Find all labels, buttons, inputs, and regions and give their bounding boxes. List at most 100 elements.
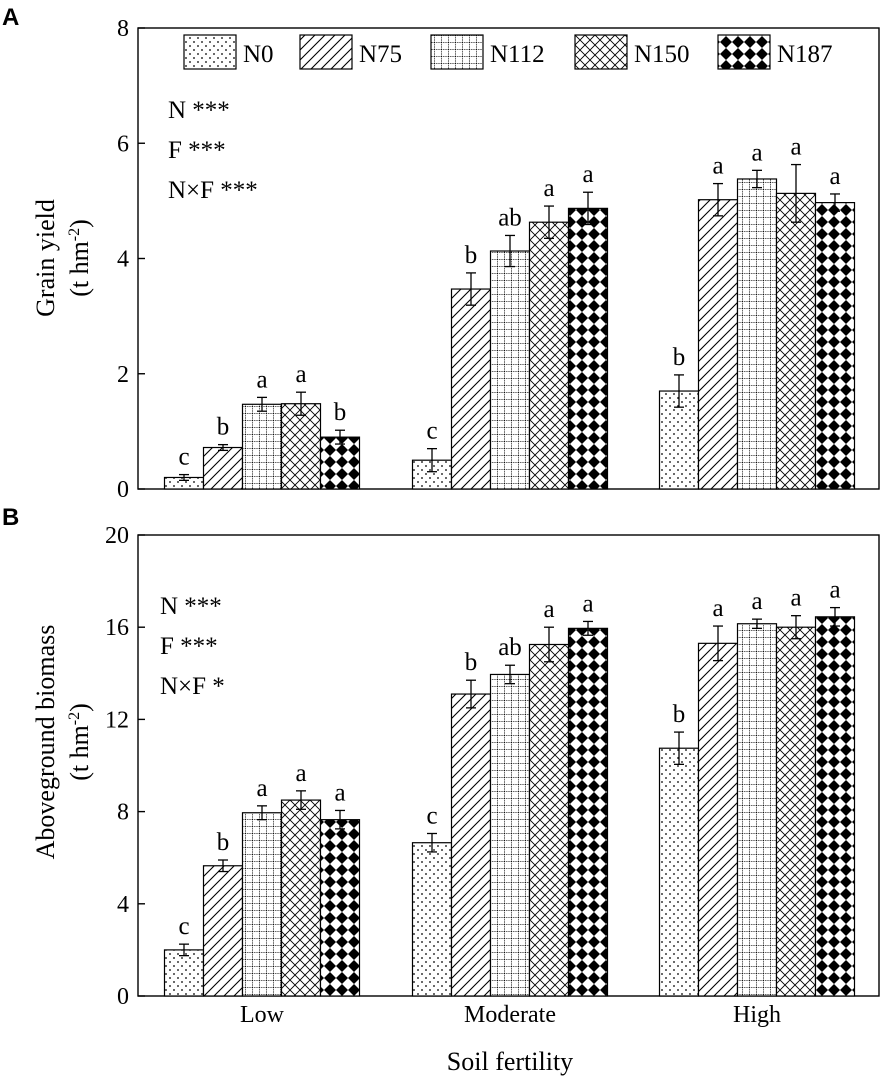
panel-b-bar-n187-high <box>814 616 856 997</box>
panel-a-errorbar-n112-high <box>752 169 762 189</box>
panel-a-y-tick-label: 4 <box>117 247 129 273</box>
panel-b-errorbar-n112-high <box>752 618 762 630</box>
panel-a-y-tick-label: 0 <box>117 477 129 503</box>
panel-b-errorbar-n187-low <box>335 809 345 830</box>
panel-a-bar-n75-high <box>697 199 739 490</box>
legend: N0 N75 N112 N150 N187 <box>183 34 833 70</box>
panel-a-bar-n187-high <box>814 202 856 490</box>
panel-a-stat-n: N *** <box>168 97 230 124</box>
panel-a-y-tick-label: 8 <box>117 16 129 42</box>
panel-a-errorbar-n150-high <box>791 163 801 223</box>
panel-b-bar-n75-high <box>697 642 739 997</box>
panel-a-bar-n112-low <box>241 403 283 490</box>
panel-b-errorbar-n187-high <box>830 606 840 627</box>
panel-a-errorbar-n187-moderate <box>583 191 593 226</box>
panel-a-sig-letter-n0-low: c <box>178 444 189 471</box>
panel-b-errorbar-n150-low <box>296 790 306 810</box>
panel-a-errorbar-n150-low <box>296 391 306 416</box>
panel-a-bar-n150-high <box>775 192 817 490</box>
panel-b-errorbar-n0-moderate <box>427 832 437 853</box>
panel-b-bar-n75-moderate <box>450 693 492 997</box>
panel-b-stats: N *** F *** N×F * <box>160 593 225 700</box>
panel-b-sig-letter-n150-high: a <box>790 585 801 612</box>
panel-a-y-tick-label: 2 <box>117 362 129 388</box>
panel-b-errorbar-n187-moderate <box>583 620 593 636</box>
panel-b-errorbar-n150-high <box>791 615 801 640</box>
panel-b-bar-n187-low <box>319 819 361 997</box>
panel-b-sig-letter-n0-moderate: c <box>426 802 437 829</box>
panel-a-errorbar-n0-high <box>674 374 684 408</box>
panel-a-bar-n187-moderate <box>567 207 609 490</box>
panel-b-stat-n: N *** <box>160 593 222 620</box>
panel-a-errorbar-n112-low <box>257 396 267 412</box>
x-tick-moderate: Moderate <box>464 1002 556 1028</box>
panel-b-bar-n0-high <box>658 747 700 997</box>
panel-b-bar-n112-high <box>736 623 778 997</box>
panel-b-sig-letter-n75-moderate: b <box>465 649 478 676</box>
panel-a-sig-letter-n187-low: b <box>334 399 347 426</box>
panel-b-bar-n75-low <box>202 865 244 997</box>
panel-b-errorbar-n0-high <box>674 731 684 765</box>
panel-a-sig-letter-n112-moderate: ab <box>498 204 522 231</box>
panel-b-yunit: (t hm-2) <box>65 703 94 781</box>
panel-b-sig-letter-n112-moderate: ab <box>498 634 522 661</box>
panel-b-errorbar-n75-high <box>713 625 723 662</box>
panel-a-y-tick-label: 6 <box>117 131 129 157</box>
panel-b-y-tick-label: 4 <box>117 892 129 918</box>
panel-b-tag: B <box>2 504 19 531</box>
panel-a-sig-letter-n150-low: a <box>295 361 306 388</box>
x-axis-title: Soil fertility <box>447 1047 573 1076</box>
x-tick-high: High <box>733 1002 781 1028</box>
x-axis-labels: Low Moderate High <box>240 1002 781 1028</box>
panel-a-errorbar-n187-high <box>830 193 840 212</box>
panel-a-errorbar-n0-low <box>179 473 189 482</box>
panel-b-sig-letter-n112-low: a <box>256 775 267 802</box>
panel-b-y-tick-label: 0 <box>117 984 129 1010</box>
panel-a-sig-letter-n187-moderate: a <box>582 161 593 188</box>
panel-a-bar-n112-high <box>736 178 778 490</box>
legend-swatch-n75 <box>299 34 353 70</box>
legend-swatch-n187 <box>717 34 771 70</box>
panel-b-bar-n112-moderate <box>489 673 531 997</box>
panel-a-stats: N *** F *** N×F *** <box>168 97 258 204</box>
panel-b-sig-letter-n75-high: a <box>712 595 723 622</box>
panel-b-bar-n150-low <box>280 799 322 997</box>
legend-swatch-n112 <box>430 34 484 70</box>
panel-b-bar-n0-low <box>163 949 205 997</box>
panel-b-ylabel: Aboveground biomass <box>31 625 60 860</box>
panel-a-sig-letter-n187-high: a <box>829 163 840 190</box>
legend-label-n150: N150 <box>634 41 690 68</box>
panel-a-bar-n187-low <box>319 436 361 490</box>
panel-b-sig-letter-n112-high: a <box>751 588 762 615</box>
legend-swatch-n150 <box>574 34 628 70</box>
panel-b-y-axis-title: Aboveground biomass (t hm-2) <box>31 625 94 860</box>
panel-a-bar-n150-moderate <box>528 221 570 490</box>
panel-a-errorbar-n112-moderate <box>505 234 515 268</box>
panel-b-y-tick-label: 16 <box>105 615 129 641</box>
panel-a-sig-letter-n75-high: a <box>712 153 723 180</box>
panel-a-sig-letter-n75-low: b <box>217 414 230 441</box>
panel-b-errorbar-n150-moderate <box>544 626 554 663</box>
panel-a-sig-letter-n112-high: a <box>751 139 762 166</box>
panel-a-yunit: (t hm-2) <box>65 219 94 297</box>
panel-a-sig-letter-n0-moderate: c <box>426 418 437 445</box>
panel-b-sig-letter-n75-low: b <box>217 829 230 856</box>
legend-label-n112: N112 <box>490 41 545 68</box>
panel-a-bar-n150-low <box>280 403 322 490</box>
panel-b-errorbar-n0-low <box>179 943 189 957</box>
x-tick-low: Low <box>240 1002 285 1028</box>
panel-a-stat-nxf: N×F *** <box>168 177 258 204</box>
legend-swatch-n0 <box>183 34 237 70</box>
panel-a-errorbar-n75-low <box>218 443 228 452</box>
panel-a-stat-f: F *** <box>168 137 226 164</box>
panel-a-errorbar-n75-moderate <box>466 272 476 306</box>
legend-label-n75: N75 <box>359 41 402 68</box>
panel-b-bar-n0-moderate <box>411 842 453 997</box>
panel-b-sig-letter-n0-high: b <box>673 701 686 728</box>
panel-a-sig-letter-n112-low: a <box>256 366 267 393</box>
panel-a-errorbar-n0-moderate <box>427 448 437 473</box>
panel-b-errorbar-n112-low <box>257 805 267 821</box>
panel-b: B Aboveground biomass (t hm-2) N *** F *… <box>2 504 880 1076</box>
panel-b-bar-n150-moderate <box>528 643 570 997</box>
